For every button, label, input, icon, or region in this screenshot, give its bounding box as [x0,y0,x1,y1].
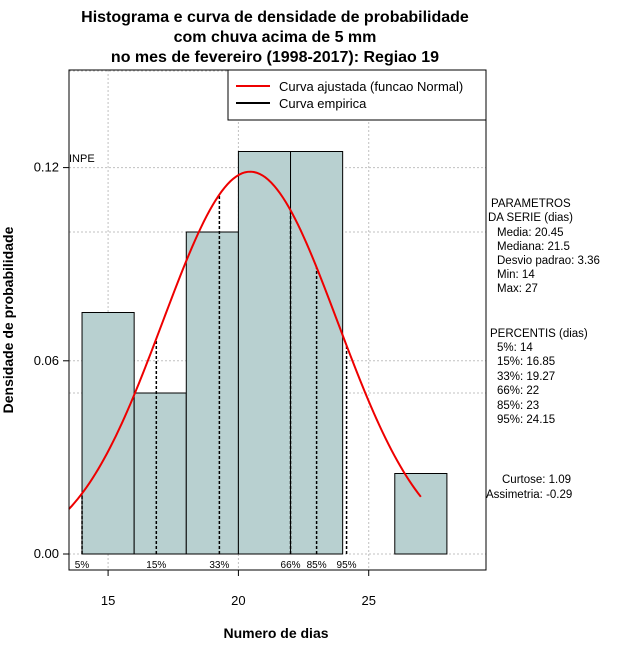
x-axis-label: Numero de dias [223,625,328,641]
y-tick-label: 0.12 [34,160,59,175]
percentile-label: 85% [307,560,327,571]
y-axis: 0.00 0.06 0.12 [34,160,69,561]
fitted-curve [68,170,422,510]
inpe-annotation: INPE [69,153,95,165]
percentis-block: PERCENTIS (dias) 5%: 14 15%: 16.85 33%: … [490,328,588,426]
percentil-5: 5%: 14 [497,342,533,354]
parameter-min: Min: 14 [497,269,535,281]
y-axis-label: Densidade de probabilidade [0,226,16,413]
percentile-label: 15% [146,560,166,571]
percentil-85: 85%: 23 [497,400,539,412]
parameters-title-1: PARAMETROS [491,198,571,210]
parameters-block: PARAMETROS DA SERIE (dias) Media: 20.45 … [488,198,600,295]
percentil-15: 15%: 16.85 [497,356,555,368]
parameter-desvio: Desvio padrao: 3.36 [497,255,600,267]
chart-title-line-3: no mes de fevereiro (1998-2017): Regiao … [111,49,439,66]
percentile-lines [81,194,348,554]
percentile-labels: 5% 15% 33% 66% 85% 95% [75,560,357,571]
y-tick-label: 0.06 [34,353,59,368]
percentile-label: 95% [337,560,357,571]
histogram-bar [237,151,292,555]
x-axis: 15 20 25 [101,570,376,608]
assimetria: Assimetria: -0.29 [486,489,572,501]
x-tick-label: 25 [361,593,375,608]
histogram-bars [81,151,448,555]
percentil-33: 33%: 19.27 [497,371,555,383]
x-tick-label: 20 [231,593,245,608]
curtose: Curtose: 1.09 [502,474,571,486]
parameter-media: Media: 20.45 [497,227,564,239]
percentile-label: 66% [281,560,301,571]
legend-label-empirical: Curva empirica [279,96,367,111]
legend-box [227,69,487,121]
histogram-bar [133,392,187,555]
legend: Curva ajustada (funcao Normal) Curva emp… [227,69,487,121]
percentile-label: 33% [209,560,229,571]
parameter-max: Max: 27 [497,283,538,295]
chart-title-line-1: Histograma e curva de densidade de proba… [81,9,469,26]
normal-curve [68,170,422,510]
percentil-95: 95%: 24.15 [497,414,555,426]
y-tick-label: 0.00 [34,546,59,561]
percentile-label: 5% [75,560,90,571]
x-tick-label: 15 [101,593,115,608]
percentis-title: PERCENTIS (dias) [490,328,588,340]
histogram-bar [185,231,239,555]
chart-title-line-2: com chuva acima de 5 mm [174,29,377,46]
parameters-title-2: DA SERIE (dias) [488,212,573,224]
parameter-mediana: Mediana: 21.5 [497,241,570,253]
percentil-66: 66%: 22 [497,385,539,397]
legend-label-fitted: Curva ajustada (funcao Normal) [279,79,463,94]
histogram-bar [394,473,448,555]
histogram-bar [81,312,135,555]
